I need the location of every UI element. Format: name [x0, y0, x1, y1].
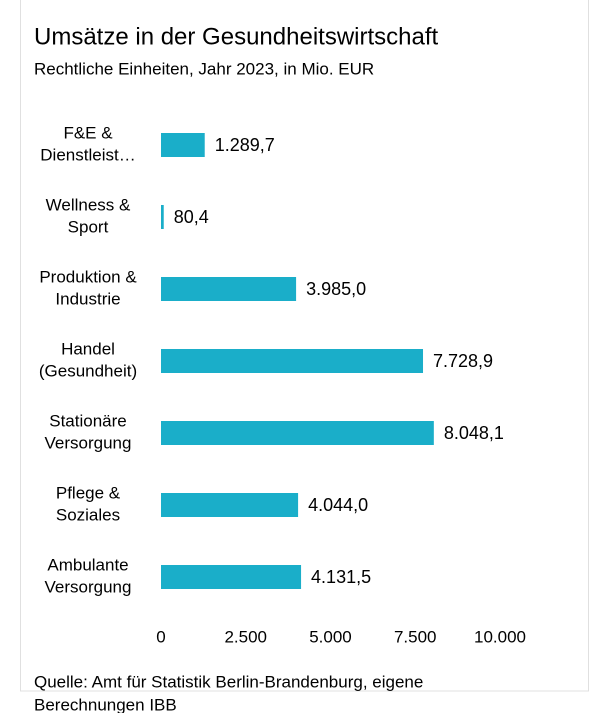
y-tick-label: Industrie	[55, 289, 120, 308]
y-tick-label: Dienstleist…	[40, 145, 135, 164]
y-tick-label: Soziales	[56, 505, 120, 524]
y-tick-label: Pflege &	[56, 483, 121, 502]
y-tick-label: Sport	[68, 217, 109, 236]
x-tick-label: 5.000	[309, 627, 352, 646]
value-label: 4.044,0	[308, 495, 368, 515]
y-tick-label: (Gesundheit)	[39, 361, 137, 380]
value-label: 1.289,7	[215, 135, 275, 155]
x-tick-label: 2.500	[224, 627, 267, 646]
y-tick-label: Produktion &	[39, 267, 137, 286]
x-tick-label: 10.000	[474, 627, 526, 646]
bar	[161, 493, 299, 517]
value-label: 7.728,9	[433, 351, 493, 371]
source: Berechnungen IBB	[34, 695, 177, 713]
bar	[161, 349, 424, 373]
source: Quelle: Amt für Statistik Berlin-Branden…	[34, 672, 423, 691]
y-tick-label: F&E &	[63, 123, 113, 142]
bar	[161, 277, 297, 301]
value-label: 3.985,0	[306, 279, 366, 299]
value-label: 8.048,1	[444, 423, 504, 443]
y-tick-label: Handel	[61, 339, 115, 358]
chart-frame	[20, 0, 589, 692]
bar	[161, 565, 302, 589]
x-tick-label: 0	[156, 627, 165, 646]
y-tick-label: Stationäre	[49, 411, 127, 430]
y-tick-label: Ambulante	[47, 555, 128, 574]
value-label: 4.131,5	[311, 567, 371, 587]
bar	[161, 421, 434, 445]
x-tick-label: 7.500	[394, 627, 437, 646]
bar	[161, 133, 205, 157]
y-tick-label: Versorgung	[45, 433, 132, 452]
value-label: 80,4	[174, 207, 209, 227]
bar	[161, 205, 164, 229]
y-tick-label: Versorgung	[45, 577, 132, 596]
chart-title: Umsätze in der Gesundheitswirtschaft	[34, 23, 439, 50]
y-tick-label: Wellness &	[46, 195, 131, 214]
chart-subtitle: Rechtliche Einheiten, Jahr 2023, in Mio.…	[34, 59, 374, 78]
